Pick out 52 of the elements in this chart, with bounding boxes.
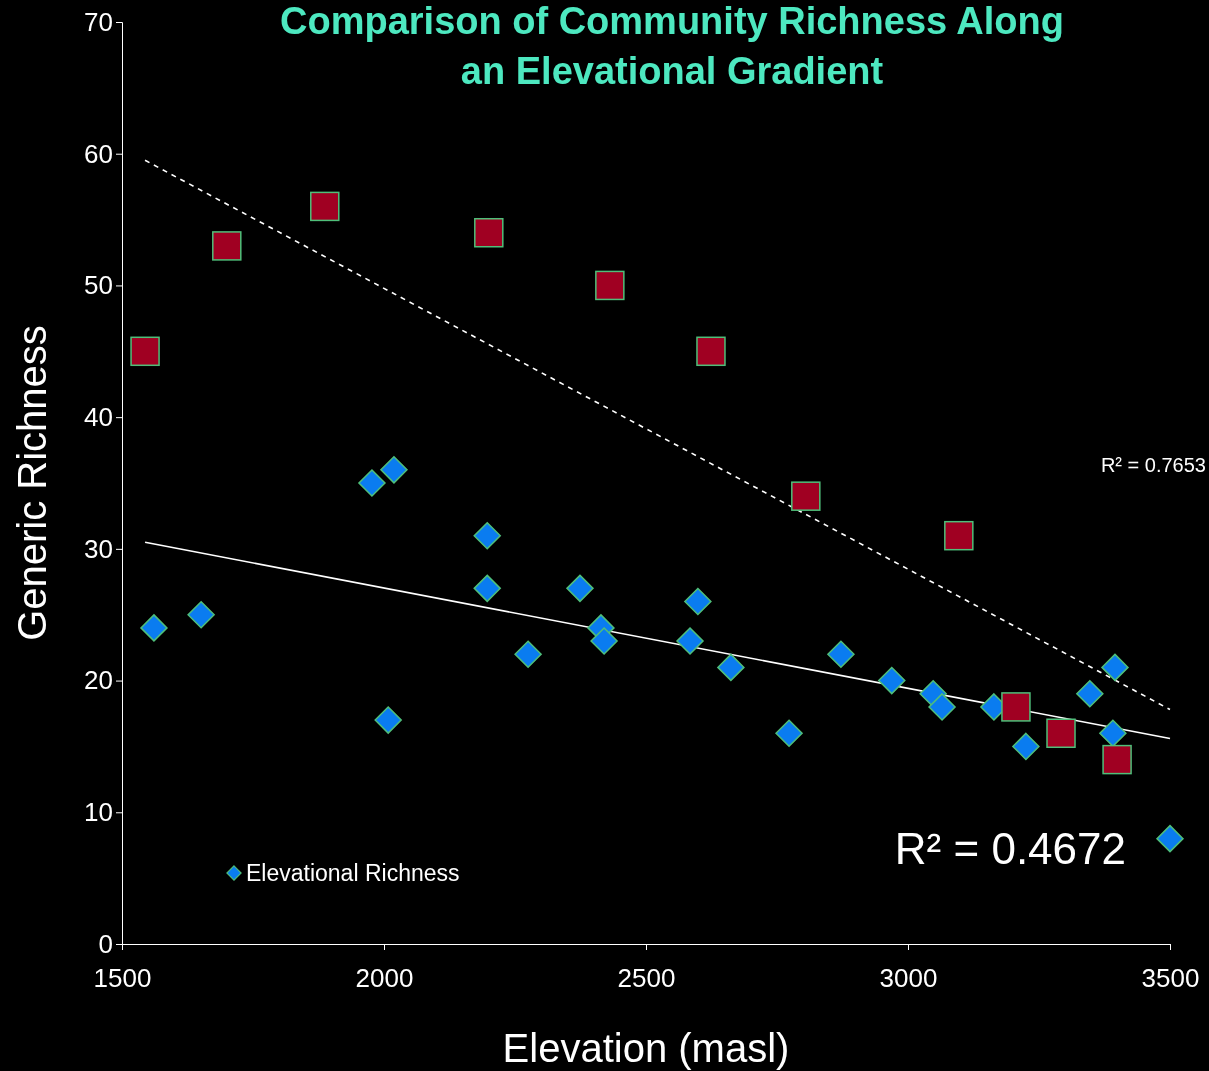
legend-label: Elevational Richness	[246, 860, 460, 886]
point	[212, 231, 242, 261]
x-tick-label: 2000	[355, 962, 414, 993]
point	[358, 469, 386, 497]
point	[380, 456, 408, 484]
x-axis-title: Elevation (masl)	[502, 1026, 790, 1070]
point	[595, 270, 625, 301]
point	[696, 336, 726, 367]
y-tick-label: 40	[84, 401, 113, 432]
point	[310, 191, 340, 222]
point	[1001, 692, 1031, 722]
y-tick-label: 30	[84, 533, 113, 564]
y-tick-label: 70	[84, 6, 113, 37]
point	[676, 627, 704, 655]
point	[1046, 718, 1076, 749]
y-tick-label: 20	[84, 665, 113, 696]
point	[374, 706, 402, 734]
y-tick-label: 0	[98, 928, 113, 959]
point	[1076, 679, 1104, 708]
point	[717, 653, 745, 682]
annotation: R² = 0.7653	[1100, 454, 1206, 476]
point	[684, 587, 712, 616]
x-tick-label: 3500	[1141, 962, 1200, 993]
point	[473, 521, 501, 550]
x-tick-label: 2500	[617, 962, 676, 993]
point	[1099, 719, 1127, 748]
y-tick-label: 60	[84, 138, 113, 169]
annotation: R² = 0.4672	[894, 824, 1126, 873]
point	[590, 627, 618, 655]
point	[140, 614, 168, 642]
point	[928, 693, 956, 721]
point	[791, 481, 821, 511]
point	[1102, 744, 1132, 775]
point	[827, 640, 855, 668]
point	[566, 574, 594, 603]
x-tick-label: 3000	[879, 962, 938, 993]
x-tick-label: 1500	[93, 962, 152, 993]
point	[474, 217, 504, 248]
y-axis-title: Generic Richness	[10, 325, 54, 641]
y-tick-label: 10	[84, 797, 113, 828]
point	[130, 336, 160, 367]
point	[187, 600, 215, 629]
point	[473, 574, 501, 603]
point	[1012, 732, 1040, 761]
point	[775, 719, 803, 748]
point	[878, 666, 906, 695]
point	[944, 520, 974, 551]
chart-title: Comparison of Community Richness Along an Elevational Gradient	[280, 0, 1064, 92]
point	[1156, 824, 1184, 853]
point	[514, 640, 542, 668]
point	[1101, 653, 1129, 682]
y-tick-label: 50	[84, 270, 113, 301]
